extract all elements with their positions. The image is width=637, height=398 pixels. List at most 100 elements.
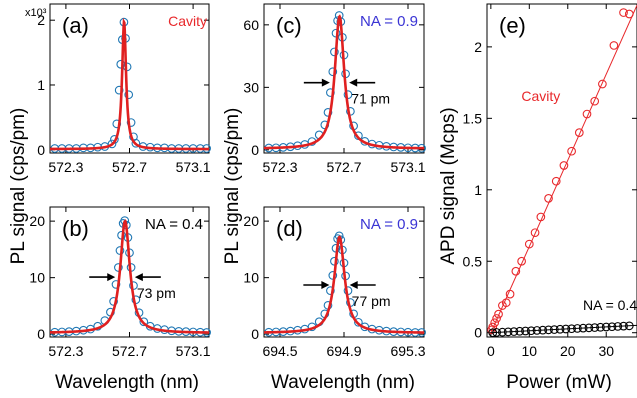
- panel-label: (b): [62, 216, 89, 241]
- fwhm-arrowhead-right: [349, 78, 358, 87]
- data-point: [107, 139, 117, 149]
- y-tick-label: 1.5: [463, 110, 483, 126]
- fwhm-arrowhead-left: [321, 78, 330, 87]
- data-point: [538, 325, 548, 335]
- y-tick-label: 60: [243, 17, 259, 33]
- panel-label: (a): [62, 13, 89, 38]
- series-label: Cavity: [521, 88, 560, 104]
- data-point: [498, 327, 507, 337]
- data-point: [111, 280, 121, 289]
- y-tick-label: 2: [37, 12, 45, 28]
- data-point: [109, 297, 118, 306]
- panel-d: 694.5 694.9 695.3 0 10 20 (d) NA = 0.9 77 pm: [243, 206, 426, 359]
- data-point: [567, 324, 576, 334]
- data-point: [517, 256, 526, 266]
- x-tick-label: 573.1: [390, 159, 425, 175]
- data-point: [114, 85, 124, 95]
- data-point: [126, 118, 136, 127]
- data-point: [596, 322, 605, 332]
- x-tick-label: 572.7: [326, 159, 361, 175]
- x-axis-label-middle: Wavelength (nm): [271, 372, 415, 393]
- x-tick-label: 694.9: [326, 343, 361, 359]
- y-tick-label: 10: [243, 270, 259, 286]
- x-tick-label: 573.1: [176, 343, 211, 359]
- data-point: [532, 326, 542, 335]
- data-point: [521, 326, 530, 336]
- data-point: [328, 67, 338, 77]
- data-point: [544, 194, 553, 203]
- annotation: Cavity: [168, 13, 207, 29]
- data-point: [354, 317, 363, 327]
- x-tick-label: 572.7: [112, 159, 147, 175]
- data-point: [323, 108, 333, 117]
- y-tick-label: 0: [474, 325, 482, 341]
- y-axis-label-left: PL signal (cps/pm): [8, 108, 29, 265]
- data-point: [573, 324, 582, 333]
- data-point: [619, 321, 628, 331]
- y-tick-label: 0.5: [463, 253, 483, 269]
- panel-b: 572.3 572.7 573.1 0 10 20 (b) NA = 0.4 73 pm: [29, 206, 211, 359]
- data-point: [330, 47, 339, 57]
- data-point: [561, 324, 571, 334]
- y-axis-label-right: APD signal (Mcps): [438, 107, 459, 264]
- panel-c: 572.3 572.7 573.1 0 30 60 (c) NA = 0.9 71 pm: [243, 3, 426, 175]
- data-point: [544, 325, 553, 335]
- data-point: [619, 8, 628, 17]
- y-tick-label: 0: [251, 142, 259, 158]
- data-point: [509, 327, 519, 336]
- x-tick-label: 694.5: [262, 343, 297, 359]
- x-tick-label: 573.1: [176, 159, 211, 175]
- y-tick-label: 20: [243, 213, 259, 229]
- y-tick-label: 1: [474, 182, 482, 198]
- panel-label: (c): [276, 13, 302, 38]
- data-point: [549, 325, 559, 334]
- data-point: [124, 90, 134, 100]
- y-tick-label: 0: [251, 326, 259, 342]
- x-tick-label: 572.7: [112, 343, 147, 359]
- fwhm-arrowhead-right: [349, 281, 358, 289]
- x-axis-label-right: Power (mW): [506, 372, 612, 393]
- data-point: [492, 328, 501, 337]
- data-point: [551, 176, 561, 186]
- data-point: [488, 328, 498, 338]
- x-tick-label: 572.3: [48, 159, 83, 175]
- data-point: [511, 266, 521, 276]
- data-point: [555, 324, 565, 334]
- x-tick-label: 0: [487, 343, 495, 359]
- fwhm-label: 73 pm: [137, 285, 176, 301]
- data-point: [590, 323, 600, 332]
- series-label: NA = 0.4: [583, 297, 637, 313]
- panel-label: (d): [276, 216, 303, 241]
- data-point: [578, 323, 588, 333]
- y-axis-label-middle: PL signal (cps/pm): [222, 108, 243, 265]
- fwhm-arrowhead-left: [107, 273, 116, 282]
- data-point: [584, 323, 594, 333]
- fwhm-arrowhead-right: [134, 273, 143, 282]
- data-point: [494, 309, 503, 319]
- data-point: [574, 128, 584, 137]
- data-point: [567, 146, 576, 156]
- annotation: NA = 0.9: [360, 13, 418, 30]
- x-tick-label: 10: [522, 343, 538, 359]
- fit-curve: [49, 219, 209, 334]
- data-point: [607, 322, 617, 332]
- y-tick-label: 0: [37, 142, 45, 158]
- annotation: NA = 0.9: [360, 216, 418, 233]
- data-point: [114, 263, 123, 272]
- x-tick-label: 572.3: [262, 159, 297, 175]
- fit-curve: [50, 17, 209, 151]
- y-tick-label: 0: [37, 326, 45, 342]
- fit-curve: [263, 235, 425, 334]
- data-point: [524, 239, 534, 249]
- data-point: [503, 327, 513, 337]
- data-point: [590, 96, 600, 106]
- data-point: [131, 138, 141, 148]
- y-tick-label: 30: [243, 79, 259, 95]
- data-point: [530, 228, 540, 238]
- x-tick-label: 572.3: [48, 343, 83, 359]
- fwhm-label: 71 pm: [351, 91, 390, 107]
- y-tick-label: 1: [37, 77, 45, 93]
- x-axis-label-left: Wavelength (nm): [55, 372, 199, 393]
- plot-frame: [486, 3, 637, 338]
